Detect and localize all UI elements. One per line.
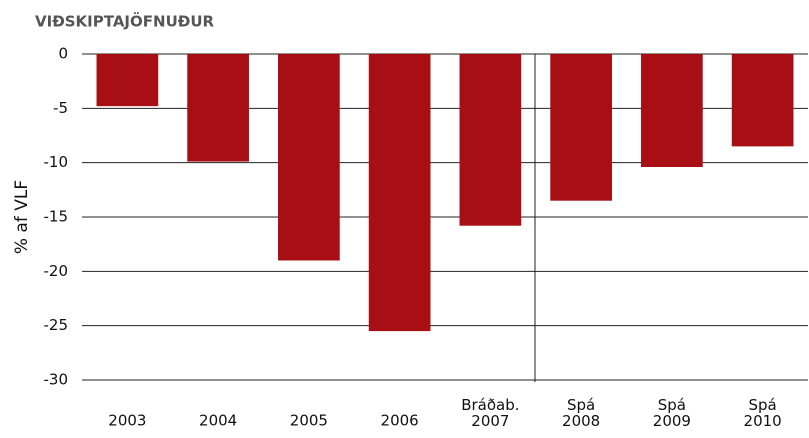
x-tick-label: Spá 2010 [744, 396, 782, 430]
y-tick-label: -15 [44, 208, 69, 226]
x-tick-label: Bráðab. 2007 [461, 396, 519, 430]
x-tick-label-line: Spá [567, 396, 595, 414]
bar [459, 54, 522, 226]
y-tick-label: -20 [44, 262, 69, 280]
x-tick-label: Spá 2008 [562, 396, 600, 430]
x-tick-label-line: Spá [749, 396, 777, 414]
bar [731, 54, 794, 147]
x-tick-label-line: Spá [658, 396, 686, 414]
y-tick-label: -30 [44, 371, 69, 389]
bar [641, 54, 703, 168]
bar [187, 54, 249, 162]
y-tick-label: -5 [53, 99, 68, 117]
x-tick-label-line: 2009 [653, 412, 691, 430]
y-axis-label: % af VLF [12, 180, 32, 254]
bar [278, 54, 340, 261]
x-tick-label: 2006 [381, 412, 419, 430]
x-tick-label: 2005 [290, 412, 328, 430]
x-tick-label: Spá 2009 [653, 396, 691, 430]
x-tick-label-line: 2010 [744, 412, 782, 430]
bar [96, 54, 159, 107]
y-tick-label: 0 [58, 45, 68, 63]
x-tick-label-line: Bráðab. [461, 396, 519, 414]
x-tick-label: 2004 [199, 412, 237, 430]
x-tick-label: 2003 [108, 412, 146, 430]
bar [550, 54, 612, 201]
y-tick-label: -25 [44, 316, 69, 334]
x-tick-label-line: 2008 [562, 412, 600, 430]
x-tick-label-line: 2007 [471, 412, 509, 430]
bar [368, 54, 431, 332]
chart-title: VIÐSKIPTAJÖFNUÐUR [35, 12, 214, 31]
y-tick-label: -10 [44, 153, 69, 171]
